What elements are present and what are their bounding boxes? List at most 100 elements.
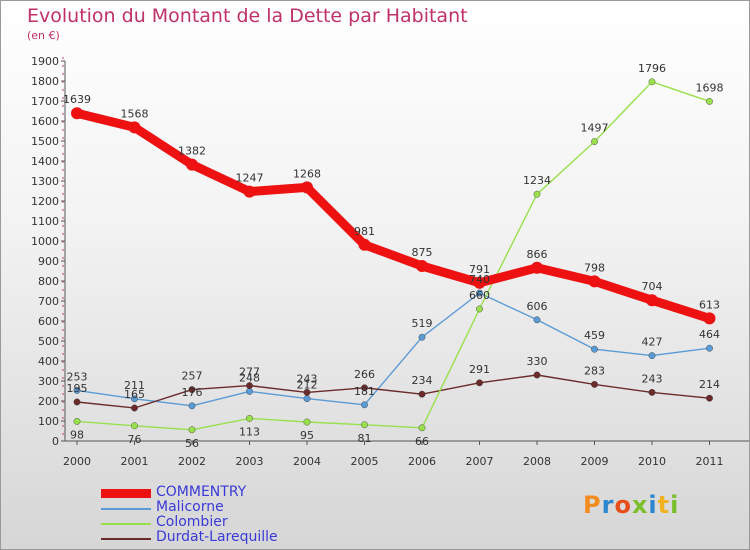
data-label: 165 (124, 388, 145, 401)
data-label: 660 (469, 289, 490, 302)
data-point (588, 275, 601, 288)
data-label: 211 (124, 379, 145, 392)
data-label: 791 (469, 263, 490, 276)
data-label: 212 (297, 379, 318, 392)
series-line (76, 374, 711, 409)
x-tick-label: 2010 (638, 455, 666, 468)
data-label: 95 (300, 429, 314, 442)
y-tick-label: 1700 (31, 95, 59, 108)
data-label: 243 (642, 372, 663, 385)
data-labels: 253 211 176 248 212 181 519 740 606 459 427 464 195 1… (63, 62, 724, 450)
legend-swatch (101, 538, 151, 540)
data-label: 113 (239, 425, 260, 438)
data-label: 740 (469, 273, 490, 286)
x-tick-label: 2005 (351, 455, 379, 468)
data-label: 214 (699, 378, 720, 391)
x-tick-label: 2003 (236, 455, 264, 468)
data-point (706, 344, 713, 352)
y-tick-label: 500 (38, 335, 59, 348)
data-point (243, 185, 256, 198)
x-tick-label: 2009 (581, 455, 609, 468)
data-point (648, 388, 656, 396)
data-point (361, 421, 368, 429)
y-tick-label: 1300 (31, 175, 59, 188)
data-point (648, 352, 656, 359)
data-point (128, 121, 141, 134)
data-point (303, 395, 311, 402)
legend-swatch (101, 523, 151, 525)
x-tick-label: 2002 (178, 455, 206, 468)
data-label: 76 (128, 433, 142, 446)
legend-label: COMMENTRY (156, 484, 247, 500)
data-label: 66 (415, 435, 429, 448)
data-point (73, 417, 81, 425)
data-label: 1497 (581, 122, 609, 135)
series-line (76, 81, 711, 431)
data-label: 459 (584, 329, 605, 342)
y-tick-label: 1900 (31, 55, 59, 68)
data-label: 1268 (293, 167, 321, 180)
x-tick-label: 2007 (466, 455, 494, 468)
x-tick-label: 2001 (121, 455, 149, 468)
y-tick-label: 200 (38, 395, 59, 408)
data-point (533, 316, 541, 324)
y-tick-label: 600 (38, 315, 59, 328)
x-tick-label: 2011 (696, 455, 724, 468)
data-label: 866 (527, 248, 548, 261)
y-tick-label: 400 (38, 355, 59, 368)
x-tick-label: 2006 (408, 455, 436, 468)
data-label: 283 (584, 364, 605, 377)
axes: 0 100 200 300 400 500 600 700 800 900 1000 1100 1200… (31, 55, 749, 468)
data-label: 243 (297, 372, 318, 385)
data-label: 81 (358, 432, 372, 445)
series-points (71, 78, 716, 434)
data-point (533, 371, 541, 379)
data-point (476, 305, 483, 313)
data-label: 195 (67, 382, 88, 395)
data-label: 704 (642, 280, 663, 293)
data-label: 1698 (696, 81, 724, 94)
data-label: 606 (527, 300, 548, 313)
proxiti-logo: Proxiti (583, 491, 680, 519)
data-point (301, 181, 313, 194)
y-tick-label: 1400 (31, 155, 59, 168)
data-point (706, 394, 713, 402)
x-tick-label: 2000 (63, 455, 91, 468)
data-point (418, 333, 426, 341)
data-point (591, 138, 598, 146)
y-tick-label: 1500 (31, 135, 59, 148)
y-tick-label: 0 (52, 435, 59, 448)
x-tick-label: 2004 (293, 455, 321, 468)
data-point (131, 404, 138, 412)
data-label: 266 (354, 368, 375, 381)
series-line (76, 292, 711, 407)
data-point (646, 294, 658, 307)
data-label: 248 (239, 371, 260, 384)
data-point (361, 384, 368, 392)
data-label: 253 (67, 370, 88, 383)
data-label: 427 (642, 336, 663, 349)
data-point (473, 276, 486, 289)
data-label: 234 (412, 374, 433, 387)
y-tick-label: 1100 (31, 215, 59, 228)
chart-subtitle: (en €) (27, 29, 60, 42)
data-point (131, 422, 138, 430)
chart-title: Evolution du Montant de la Dette par Hab… (27, 5, 468, 27)
data-label: 1382 (178, 145, 206, 158)
data-label: 1796 (638, 62, 666, 75)
data-label: 798 (584, 261, 605, 274)
data-label: 1568 (121, 107, 149, 120)
series-line (72, 108, 714, 323)
x-tick-label: 2008 (523, 455, 551, 468)
data-label: 277 (239, 366, 260, 379)
data-label: 257 (182, 370, 203, 383)
data-point (533, 190, 541, 198)
data-point (476, 379, 483, 387)
data-label: 1639 (63, 93, 91, 106)
data-point (131, 395, 138, 403)
data-label: 613 (699, 298, 720, 311)
data-point (591, 380, 598, 388)
data-point (416, 260, 428, 272)
